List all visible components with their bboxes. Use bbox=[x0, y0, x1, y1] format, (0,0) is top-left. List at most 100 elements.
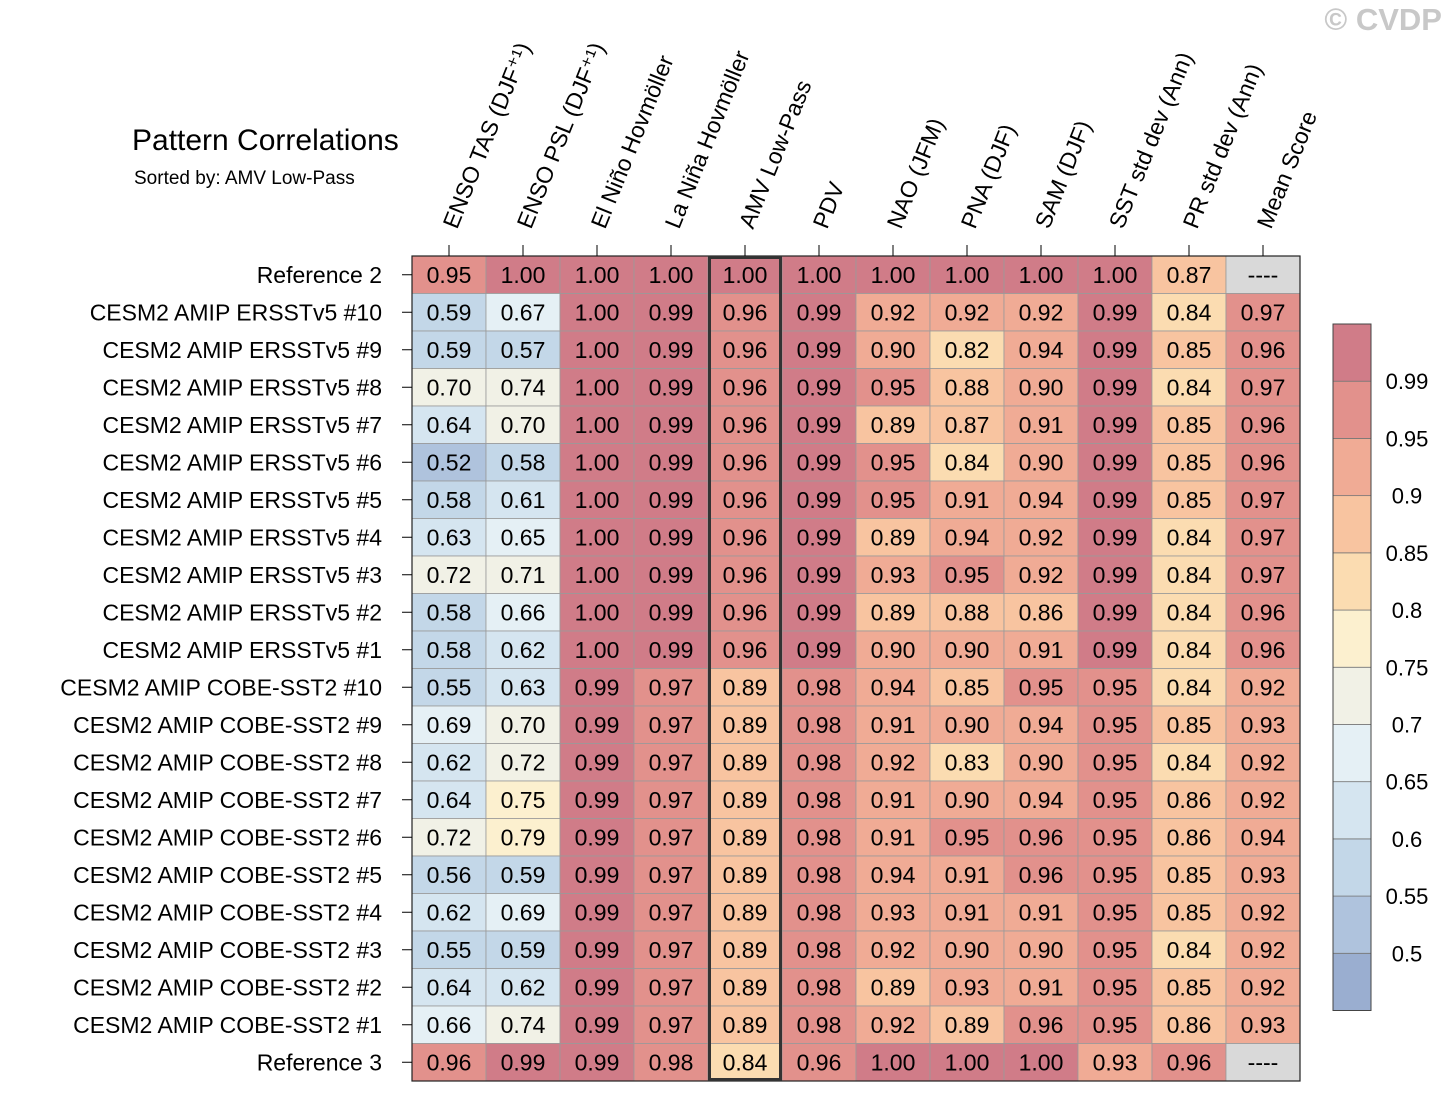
cell-value-r1-c5: 1.00 bbox=[723, 262, 768, 288]
cell-value-r18-c4: 0.97 bbox=[649, 899, 694, 925]
heatmap-cell-r9-c3 bbox=[559, 555, 635, 594]
cell-value-r16-c2: 0.79 bbox=[501, 824, 546, 850]
cell-value-r8-c4: 0.99 bbox=[649, 524, 694, 550]
heatmap-cell-r8-c11 bbox=[1151, 518, 1227, 557]
cell-value-r9-c4: 0.99 bbox=[649, 562, 694, 588]
heatmap-cell-r10-c8 bbox=[929, 593, 1005, 632]
cell-value-r3-c2: 0.57 bbox=[501, 337, 546, 363]
heatmap-cell-r21-c12 bbox=[1225, 1005, 1301, 1044]
cell-value-r14-c11: 0.84 bbox=[1167, 749, 1212, 775]
cell-value-r19-c4: 0.97 bbox=[649, 937, 694, 963]
heatmap-cell-r2-c11 bbox=[1151, 293, 1227, 332]
heatmap-cell-r20-c2 bbox=[485, 968, 561, 1007]
cell-value-r3-c11: 0.85 bbox=[1167, 337, 1212, 363]
row-label-cesm2-amip-ersstv5-2: CESM2 AMIP ERSSTv5 #2 bbox=[102, 599, 382, 625]
cell-value-r11-c9: 0.91 bbox=[1019, 637, 1064, 663]
heatmap-cell-r11-c6 bbox=[781, 630, 857, 669]
heatmap-cell-r9-c10 bbox=[1077, 555, 1153, 594]
cell-value-r19-c1: 0.55 bbox=[427, 937, 472, 963]
heatmap-cell-r9-c4 bbox=[633, 555, 709, 594]
heatmap-cell-r6-c8 bbox=[929, 443, 1005, 482]
cell-value-r13-c2: 0.70 bbox=[501, 712, 546, 738]
cell-value-r12-c1: 0.55 bbox=[427, 674, 472, 700]
cell-value-r18-c9: 0.91 bbox=[1019, 899, 1064, 925]
heatmap-cell-r14-c10 bbox=[1077, 743, 1153, 782]
cell-value-r19-c3: 0.99 bbox=[575, 937, 620, 963]
column-label-pna-djf: PNA (DJF) bbox=[956, 120, 1021, 232]
column-label-nao-jfm: NAO (JFM) bbox=[882, 114, 950, 232]
cell-value-r10-c4: 0.99 bbox=[649, 599, 694, 625]
cell-value-r6-c12: 0.96 bbox=[1241, 449, 1286, 475]
cell-value-r5-c1: 0.64 bbox=[427, 412, 472, 438]
cell-value-r9-c12: 0.97 bbox=[1241, 562, 1286, 588]
cell-value-r12-c6: 0.98 bbox=[797, 674, 842, 700]
row-label-cesm2-amip-cobe-sst2-10: CESM2 AMIP COBE-SST2 #10 bbox=[60, 674, 382, 700]
heatmap-cell-r15-c8 bbox=[929, 780, 1005, 819]
heatmap-cell-r8-c4 bbox=[633, 518, 709, 557]
cell-value-r7-c8: 0.91 bbox=[945, 487, 990, 513]
cell-value-r6-c4: 0.99 bbox=[649, 449, 694, 475]
heatmap-cell-r16-c1 bbox=[411, 818, 487, 857]
cell-value-r5-c4: 0.99 bbox=[649, 412, 694, 438]
cell-value-r16-c1: 0.72 bbox=[427, 824, 472, 850]
colorbar-segment-12 bbox=[1332, 323, 1372, 382]
colorbar-label-11: 0.99 bbox=[1386, 369, 1429, 394]
chart-subtitle: Sorted by: AMV Low-Pass bbox=[134, 168, 355, 189]
cell-value-r20-c9: 0.91 bbox=[1019, 974, 1064, 1000]
heatmap-cell-r19-c12 bbox=[1225, 930, 1301, 969]
row-label-cesm2-amip-cobe-sst2-3: CESM2 AMIP COBE-SST2 #3 bbox=[73, 937, 382, 963]
heatmap-cell-r12-c3 bbox=[559, 668, 635, 707]
colorbar-segment-9 bbox=[1332, 495, 1372, 554]
heatmap-cell-r21-c8 bbox=[929, 1005, 1005, 1044]
row-label-reference-2: Reference 2 bbox=[257, 262, 382, 288]
heatmap-cell-r21-c6 bbox=[781, 1005, 857, 1044]
cell-value-r1-c3: 1.00 bbox=[575, 262, 620, 288]
heatmap-cell-r17-c9 bbox=[1003, 855, 1079, 894]
cell-value-r10-c5: 0.96 bbox=[723, 599, 768, 625]
heatmap-cell-r15-c7 bbox=[855, 780, 931, 819]
cell-value-r19-c6: 0.98 bbox=[797, 937, 842, 963]
cell-value-r4-c4: 0.99 bbox=[649, 374, 694, 400]
heatmap-cell-r14-c6 bbox=[781, 743, 857, 782]
cell-value-r22-c12: ---- bbox=[1248, 1049, 1279, 1075]
colorbar-segment-7 bbox=[1332, 609, 1372, 668]
cell-value-r22-c8: 1.00 bbox=[945, 1049, 990, 1075]
heatmap-cell-r21-c2 bbox=[485, 1005, 561, 1044]
cell-value-r14-c3: 0.99 bbox=[575, 749, 620, 775]
cell-value-r22-c7: 1.00 bbox=[871, 1049, 916, 1075]
heatmap-cell-r17-c1 bbox=[411, 855, 487, 894]
cell-value-r22-c4: 0.98 bbox=[649, 1049, 694, 1075]
cell-value-r9-c6: 0.99 bbox=[797, 562, 842, 588]
cell-value-r18-c2: 0.69 bbox=[501, 899, 546, 925]
cell-value-r7-c4: 0.99 bbox=[649, 487, 694, 513]
cell-value-r7-c6: 0.99 bbox=[797, 487, 842, 513]
heatmap-cell-r18-c10 bbox=[1077, 893, 1153, 932]
colorbar-label-10: 0.95 bbox=[1386, 426, 1429, 451]
cell-value-r7-c9: 0.94 bbox=[1019, 487, 1064, 513]
cell-value-r6-c10: 0.99 bbox=[1093, 449, 1138, 475]
cell-value-r21-c2: 0.74 bbox=[501, 1012, 546, 1038]
cell-value-r10-c3: 1.00 bbox=[575, 599, 620, 625]
cell-value-r22-c10: 0.93 bbox=[1093, 1049, 1138, 1075]
cell-value-r16-c10: 0.95 bbox=[1093, 824, 1138, 850]
cell-value-r9-c9: 0.92 bbox=[1019, 562, 1064, 588]
heatmap-cell-r8-c12 bbox=[1225, 518, 1301, 557]
column-label-pdv: PDV bbox=[808, 178, 850, 232]
cell-value-r6-c1: 0.52 bbox=[427, 449, 472, 475]
row-label-cesm2-amip-cobe-sst2-8: CESM2 AMIP COBE-SST2 #8 bbox=[73, 749, 382, 775]
colorbar-segment-1 bbox=[1332, 952, 1372, 1011]
cell-value-r7-c12: 0.97 bbox=[1241, 487, 1286, 513]
cell-value-r10-c1: 0.58 bbox=[427, 599, 472, 625]
watermark: © CVDP bbox=[1324, 2, 1442, 37]
cell-value-r16-c4: 0.97 bbox=[649, 824, 694, 850]
cell-value-r2-c4: 0.99 bbox=[649, 299, 694, 325]
cell-value-r17-c5: 0.89 bbox=[723, 862, 768, 888]
cell-value-r20-c11: 0.85 bbox=[1167, 974, 1212, 1000]
row-label-cesm2-amip-cobe-sst2-4: CESM2 AMIP COBE-SST2 #4 bbox=[73, 899, 382, 925]
heatmap-cell-r3-c1 bbox=[411, 330, 487, 369]
cell-value-r2-c11: 0.84 bbox=[1167, 299, 1212, 325]
heatmap-cell-r21-c9 bbox=[1003, 1005, 1079, 1044]
cell-value-r14-c7: 0.92 bbox=[871, 749, 916, 775]
cell-value-r19-c11: 0.84 bbox=[1167, 937, 1212, 963]
cell-value-r16-c7: 0.91 bbox=[871, 824, 916, 850]
